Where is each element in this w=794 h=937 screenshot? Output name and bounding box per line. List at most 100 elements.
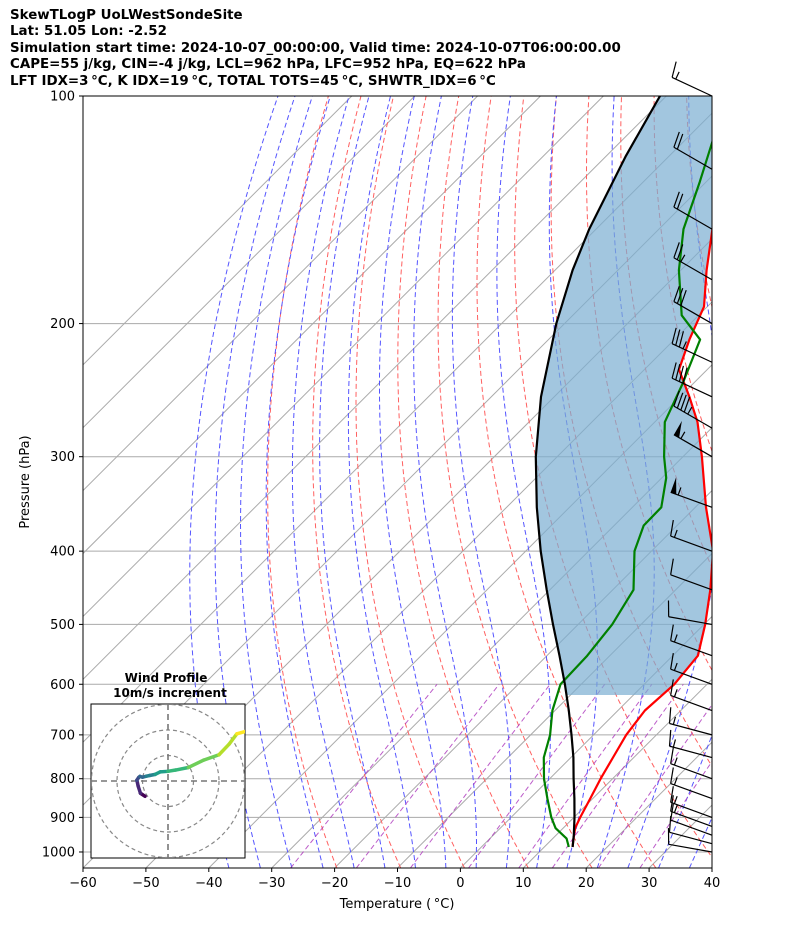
isotherm-line — [271, 426, 712, 868]
isotherm-line — [145, 301, 712, 868]
moist-adiabat — [240, 96, 313, 868]
cape-line: CAPE=55 j/kg, CIN=-4 j/kg, LCL=962 hPa, … — [10, 57, 526, 73]
isotherm-line — [460, 615, 712, 868]
dewpoint-profile-line — [542, 139, 712, 848]
barb-staff — [673, 301, 713, 325]
moist-adiabat — [627, 96, 712, 868]
x-axis: −60 −50 −40 −30 −20 −10 0 10 20 30 40 — [69, 868, 720, 891]
y-tick-label: 300 — [50, 450, 75, 465]
barb-half — [672, 716, 677, 725]
barb-half — [672, 739, 677, 748]
barb-staff — [670, 668, 713, 685]
mixing-ratio-line — [518, 684, 653, 868]
chart-title: SkewTLogP UoLWestSondeSite — [10, 8, 243, 23]
dry-adiabat — [397, 96, 529, 868]
barb-full — [668, 707, 672, 724]
wind-barb — [667, 828, 713, 853]
barb-half — [673, 757, 678, 766]
barb-staff — [670, 801, 713, 818]
barb-full — [676, 392, 684, 409]
x-tick-label: −20 — [321, 876, 348, 891]
barb-half — [673, 529, 678, 538]
inset-subtitle: 10m/s increment — [113, 686, 227, 700]
wind-barb — [668, 816, 713, 845]
hodograph-segment — [186, 758, 206, 770]
moist-adiabat — [319, 96, 386, 868]
barb-full — [673, 286, 680, 302]
barb-staff — [673, 146, 713, 170]
mixing-ratio-line — [409, 683, 551, 868]
isotherm-line — [334, 489, 712, 868]
y-axis-label: Pressure (hPa) — [18, 435, 33, 528]
barb-full — [673, 191, 680, 208]
wind-barb — [673, 131, 713, 170]
barb-half — [673, 689, 678, 698]
barb-full — [671, 327, 677, 344]
isotherm-line — [397, 552, 712, 868]
barb-staff — [673, 206, 713, 230]
wind-barb — [673, 242, 713, 281]
wind-barb — [670, 477, 713, 508]
mixing-ratio-line — [468, 684, 606, 868]
y-axis: 100 200 300 400 500 600 700 800 900 1000 — [42, 90, 83, 860]
mixing-ratio-line — [639, 760, 712, 868]
mixing-ratio-line — [597, 703, 712, 868]
location-line: Lat: 51.05 Lon: -2.52 — [10, 24, 167, 40]
barb-full — [668, 729, 672, 747]
isotherm-line — [83, 96, 604, 618]
wind-barb — [670, 624, 713, 657]
wind-barb — [668, 729, 713, 759]
barb-half — [673, 634, 678, 643]
barb-full — [675, 329, 681, 346]
barb-full — [675, 364, 681, 381]
barb-half — [680, 254, 686, 263]
barb-full — [683, 396, 691, 413]
inset-title: Wind Profile — [125, 671, 208, 685]
barb-staff — [669, 745, 713, 759]
mixing-ratio-line — [551, 684, 684, 868]
y-tick-label: 200 — [50, 317, 75, 332]
dry-adiabat — [752, 96, 794, 868]
barb-full — [680, 394, 687, 411]
parcel-profile — [534, 96, 661, 848]
cape-fill — [535, 96, 712, 695]
x-tick-label: −10 — [384, 876, 411, 891]
wind-barb — [668, 707, 713, 736]
time-line: Simulation start time: 2024-10-07_00:00:… — [10, 40, 621, 56]
moist-adiabat — [379, 96, 447, 868]
moist-adiabat — [496, 96, 551, 868]
x-tick-label: −40 — [195, 876, 222, 891]
barb-full — [670, 653, 674, 670]
hodograph-segment — [227, 732, 239, 746]
barb-staff — [670, 535, 713, 552]
mixing-ratio-line — [290, 683, 438, 868]
barb-flag — [670, 477, 677, 495]
wind-barb — [671, 61, 713, 97]
barb-full — [670, 624, 674, 641]
x-tick-label: −60 — [69, 876, 96, 891]
mixing-ratio-line — [355, 683, 500, 868]
barb-staff — [670, 810, 713, 827]
dry-adiabat — [312, 96, 402, 868]
barb-full — [676, 193, 684, 210]
wind-barbs — [667, 61, 713, 853]
moist-adiabat — [265, 96, 331, 868]
chart-header: SkewTLogP UoLWestSondeSite Lat: 51.05 Lo… — [10, 8, 790, 90]
y-tick-label: 600 — [50, 678, 75, 693]
wind-barb — [673, 390, 713, 429]
barb-half — [682, 341, 687, 349]
barb-staff — [670, 491, 713, 508]
moist-adiabat — [413, 96, 477, 868]
dewpoint-profile — [542, 139, 712, 848]
wind-barb — [671, 362, 713, 398]
barb-half — [675, 71, 680, 80]
barb-staff — [670, 763, 713, 780]
barb-staff — [671, 377, 713, 398]
wind-barb — [670, 786, 713, 818]
isotherm-line — [522, 678, 712, 868]
hodograph-plot — [91, 704, 245, 858]
index-line: LFT IDX=3 °C, K IDX=19 °C, TOTAL TOTS=45… — [10, 73, 496, 89]
x-tick-label: 20 — [578, 876, 595, 891]
y-tick-label: 700 — [50, 728, 75, 743]
